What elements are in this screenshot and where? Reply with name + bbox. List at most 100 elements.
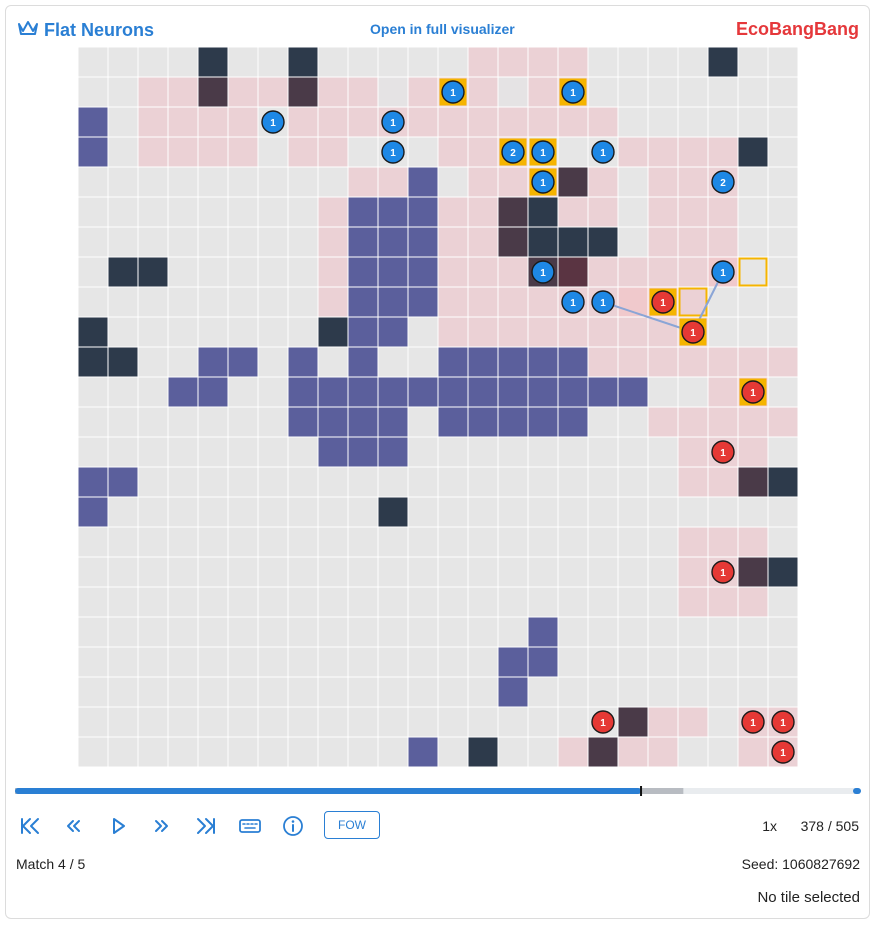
empty-tile[interactable]: [677, 76, 709, 108]
empty-tile[interactable]: [107, 226, 139, 258]
red-territory-tile[interactable]: [347, 166, 379, 198]
blue-territory-tile[interactable]: [437, 346, 469, 378]
red-territory-tile[interactable]: [707, 136, 739, 168]
red-territory-tile[interactable]: [377, 166, 409, 198]
empty-tile[interactable]: [107, 496, 139, 528]
empty-tile[interactable]: [677, 646, 709, 678]
empty-tile[interactable]: [647, 106, 679, 138]
empty-tile[interactable]: [647, 646, 679, 678]
empty-tile[interactable]: [497, 586, 529, 618]
empty-tile[interactable]: [347, 586, 379, 618]
empty-tile[interactable]: [347, 706, 379, 738]
red-territory-tile[interactable]: [647, 736, 679, 767]
red-territory-tile[interactable]: [677, 136, 709, 168]
empty-tile[interactable]: [257, 736, 289, 767]
empty-tile[interactable]: [767, 616, 798, 648]
empty-tile[interactable]: [197, 556, 229, 588]
empty-tile[interactable]: [137, 346, 169, 378]
empty-tile[interactable]: [617, 166, 649, 198]
empty-tile[interactable]: [78, 436, 109, 468]
empty-tile[interactable]: [107, 586, 139, 618]
empty-tile[interactable]: [767, 76, 798, 108]
red-territory-tile[interactable]: [527, 286, 559, 318]
empty-tile[interactable]: [347, 676, 379, 708]
empty-tile[interactable]: [437, 646, 469, 678]
empty-tile[interactable]: [407, 316, 439, 348]
empty-tile[interactable]: [407, 646, 439, 678]
empty-tile[interactable]: [137, 196, 169, 228]
empty-tile[interactable]: [107, 676, 139, 708]
empty-tile[interactable]: [437, 466, 469, 498]
blue-territory-tile[interactable]: [197, 376, 229, 408]
empty-tile[interactable]: [78, 166, 109, 198]
blue-territory-tile[interactable]: [78, 466, 109, 498]
empty-tile[interactable]: [197, 526, 229, 558]
empty-tile[interactable]: [257, 646, 289, 678]
empty-tile[interactable]: [377, 47, 409, 78]
empty-tile[interactable]: [617, 226, 649, 258]
red-territory-tile[interactable]: [737, 526, 769, 558]
empty-tile[interactable]: [587, 436, 619, 468]
mountain-tile[interactable]: [707, 47, 739, 78]
empty-tile[interactable]: [227, 616, 259, 648]
empty-tile[interactable]: [287, 616, 319, 648]
blue-territory-tile[interactable]: [347, 436, 379, 468]
empty-tile[interactable]: [557, 586, 589, 618]
empty-tile[interactable]: [107, 166, 139, 198]
empty-tile[interactable]: [737, 47, 769, 78]
blue-territory-tile[interactable]: [407, 736, 439, 767]
empty-tile[interactable]: [467, 526, 499, 558]
step-back-button[interactable]: [58, 812, 88, 840]
red-territory-tile[interactable]: [527, 47, 559, 78]
red-territory-tile[interactable]: [287, 106, 319, 138]
red-territory-tile[interactable]: [467, 166, 499, 198]
empty-tile[interactable]: [167, 526, 199, 558]
red-territory-tile[interactable]: [647, 706, 679, 738]
red-territory-tile[interactable]: [497, 316, 529, 348]
empty-tile[interactable]: [227, 706, 259, 738]
empty-tile[interactable]: [407, 526, 439, 558]
empty-tile[interactable]: [347, 47, 379, 78]
red-territory-tile[interactable]: [677, 436, 709, 468]
empty-tile[interactable]: [677, 676, 709, 708]
empty-tile[interactable]: [767, 106, 798, 138]
empty-tile[interactable]: [137, 316, 169, 348]
blue-territory-tile[interactable]: [347, 196, 379, 228]
empty-tile[interactable]: [227, 47, 259, 78]
empty-tile[interactable]: [137, 556, 169, 588]
empty-tile[interactable]: [767, 286, 798, 318]
blue-army-token[interactable]: [531, 140, 555, 164]
empty-tile[interactable]: [587, 526, 619, 558]
dark-tile[interactable]: [737, 556, 769, 588]
empty-tile[interactable]: [437, 166, 469, 198]
skip-to-start-button[interactable]: [15, 812, 45, 840]
empty-tile[interactable]: [137, 466, 169, 498]
red-territory-tile[interactable]: [167, 76, 199, 108]
red-territory-tile[interactable]: [467, 256, 499, 288]
empty-tile[interactable]: [617, 556, 649, 588]
dark-tile[interactable]: [617, 706, 649, 738]
empty-tile[interactable]: [617, 616, 649, 648]
red-territory-tile[interactable]: [587, 346, 619, 378]
blue-territory-tile[interactable]: [78, 496, 109, 528]
empty-tile[interactable]: [287, 256, 319, 288]
red-territory-tile[interactable]: [707, 406, 739, 438]
empty-tile[interactable]: [137, 586, 169, 618]
red-territory-tile[interactable]: [437, 196, 469, 228]
blue-army-token[interactable]: [531, 260, 555, 284]
blue-army-token[interactable]: [381, 140, 405, 164]
red-territory-tile[interactable]: [167, 106, 199, 138]
empty-tile[interactable]: [107, 47, 139, 78]
empty-tile[interactable]: [287, 166, 319, 198]
empty-tile[interactable]: [287, 466, 319, 498]
dark-tile[interactable]: [737, 466, 769, 498]
mountain-tile[interactable]: [287, 47, 319, 78]
dark-tile[interactable]: [557, 256, 589, 288]
red-territory-tile[interactable]: [197, 106, 229, 138]
blue-territory-tile[interactable]: [347, 256, 379, 288]
empty-tile[interactable]: [167, 586, 199, 618]
red-territory-tile[interactable]: [647, 166, 679, 198]
red-territory-tile[interactable]: [317, 256, 349, 288]
empty-tile[interactable]: [78, 226, 109, 258]
empty-tile[interactable]: [137, 706, 169, 738]
